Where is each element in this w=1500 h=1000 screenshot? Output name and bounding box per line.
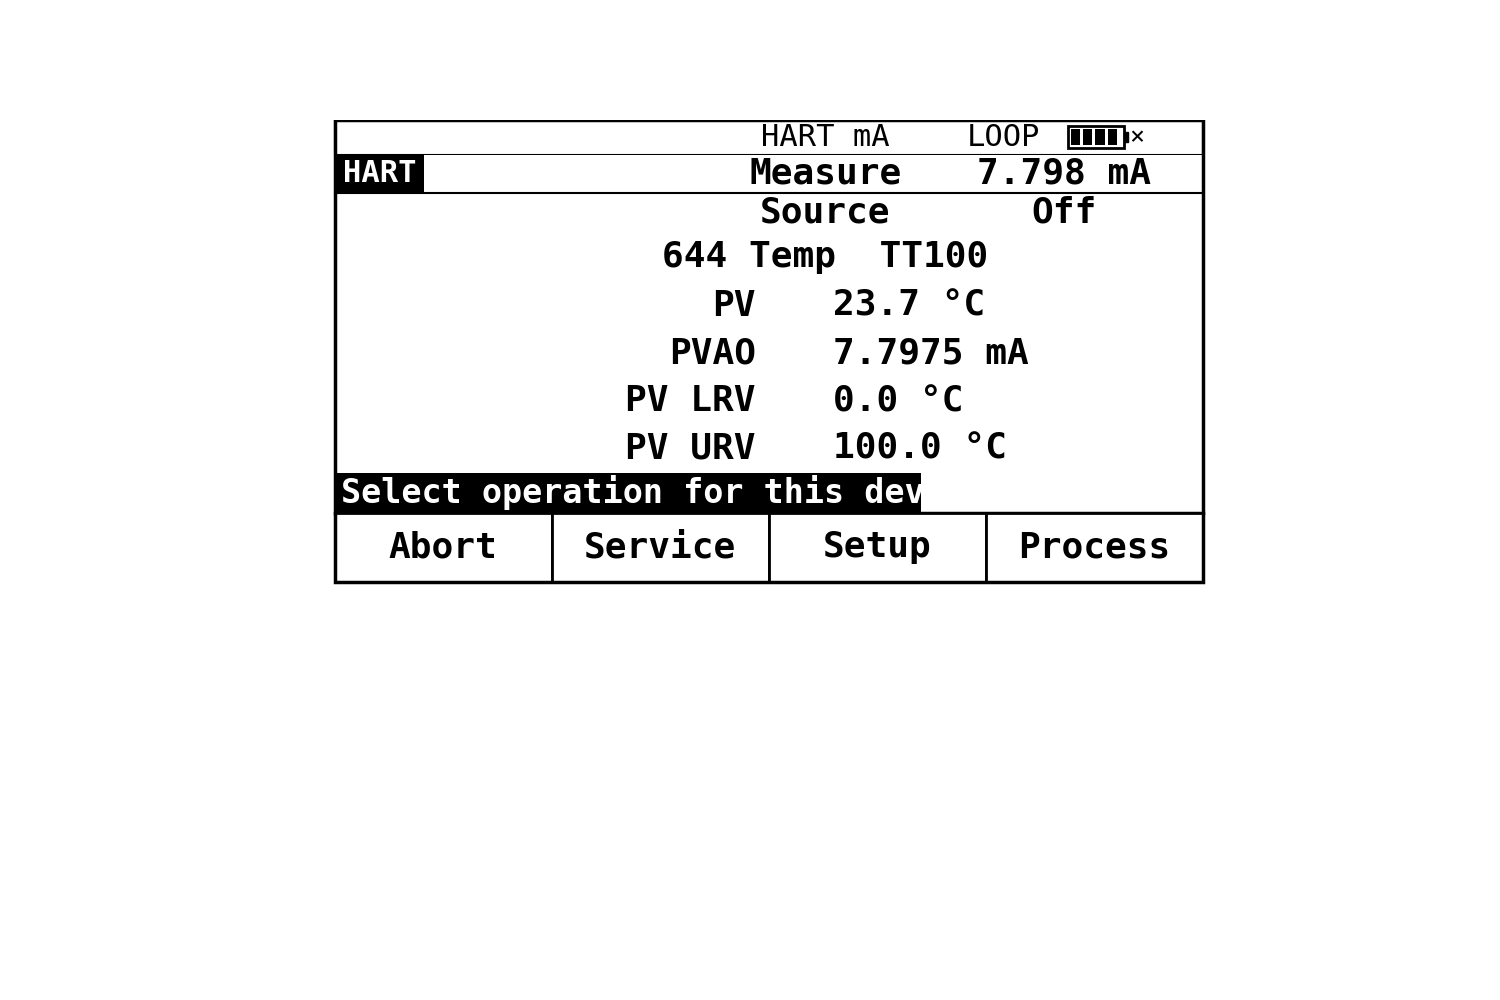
Text: LOOP: LOOP — [966, 123, 1040, 152]
Text: Select operation for this device: Select operation for this device — [340, 475, 986, 510]
Bar — [334, 513, 552, 582]
Bar — [334, 377, 1203, 425]
Bar — [768, 513, 986, 582]
Bar — [334, 473, 921, 513]
Bar — [334, 282, 1203, 329]
Bar — [1124, 132, 1128, 142]
Text: HART: HART — [342, 159, 416, 188]
Text: 7.798 mA: 7.798 mA — [976, 157, 1150, 191]
Text: Off: Off — [1030, 195, 1096, 229]
Bar — [552, 513, 768, 582]
Text: Setup: Setup — [824, 530, 932, 564]
Bar — [334, 120, 1203, 155]
Bar — [334, 155, 1203, 193]
Text: 0.0 °C: 0.0 °C — [833, 384, 963, 418]
Text: PVAO: PVAO — [669, 336, 756, 370]
Bar — [334, 120, 1203, 582]
Bar — [1095, 129, 1104, 145]
Bar — [334, 425, 1203, 473]
Text: 100.0 °C: 100.0 °C — [833, 432, 1007, 466]
Bar — [334, 329, 1203, 377]
Text: Abort: Abort — [388, 530, 498, 564]
Bar — [334, 232, 1203, 282]
Text: Service: Service — [584, 530, 736, 564]
Text: Source: Source — [760, 195, 891, 229]
Text: Measure: Measure — [748, 157, 902, 191]
Text: 7.7975 mA: 7.7975 mA — [833, 336, 1029, 370]
Text: 644 Temp  TT100: 644 Temp TT100 — [662, 240, 988, 274]
Text: 23.7 °C: 23.7 °C — [833, 289, 986, 323]
Text: PV: PV — [712, 289, 756, 323]
Bar — [986, 513, 1203, 582]
Bar — [1083, 129, 1092, 145]
Bar — [1071, 129, 1080, 145]
Text: PV LRV: PV LRV — [626, 384, 756, 418]
Bar — [1068, 126, 1124, 148]
Bar — [334, 155, 424, 193]
Text: PV URV: PV URV — [626, 432, 756, 466]
Text: ×: × — [1130, 125, 1144, 149]
Text: Process: Process — [1019, 530, 1170, 564]
Bar — [334, 193, 1203, 232]
Text: HART mA: HART mA — [760, 123, 890, 152]
Bar — [921, 473, 1203, 513]
Bar — [1107, 129, 1118, 145]
